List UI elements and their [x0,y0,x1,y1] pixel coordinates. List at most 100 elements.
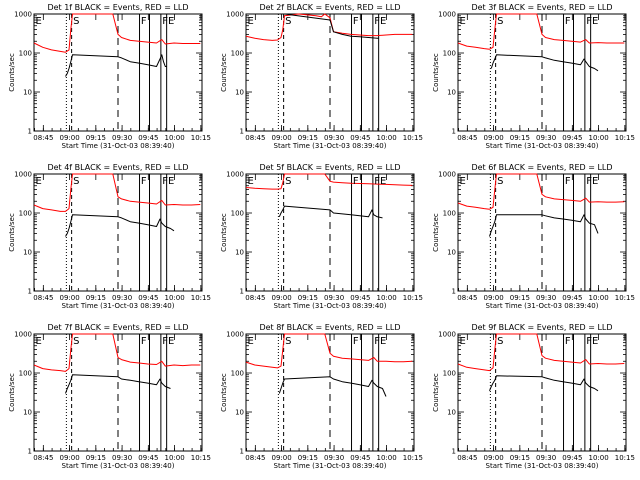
y-tick-label: 100 [19,210,32,218]
y-tick-label: 10 [447,249,456,257]
event-marker-label: E [380,16,386,27]
x-tick-label: 09:30 [112,294,132,302]
y-tick-label: 10 [447,409,456,417]
x-tick-label: 10:15 [615,134,635,142]
chart-panel: Det 9f BLACK = Events, RED = LLD 1 10 100 10… [432,323,635,470]
x-tick-label: 08:45 [33,454,53,462]
x-tick-label: 09:15 [510,454,530,462]
event-marker-label: E [168,16,174,27]
y-tick-label: 10 [23,89,32,97]
series-lld-line [33,173,201,212]
x-tick-label: 09:30 [536,454,556,462]
event-marker-label: S [285,16,291,27]
series-events-line [489,214,599,237]
event-marker-label: F [374,336,380,347]
event-marker-label: E [248,16,254,27]
x-tick-label: 08:45 [33,294,53,302]
y-tick-label: 100 [443,50,456,58]
y-tick-label: 1000 [226,331,244,339]
x-axis-label: Start Time (31-Oct-03 08:39:40) [486,302,599,310]
x-tick-label: 10:00 [376,294,396,302]
y-tick-label: 1 [452,448,456,456]
y-tick-label: 1 [240,448,244,456]
y-tick-label: 1000 [226,11,244,19]
event-marker-label: E [380,176,386,187]
event-marker-label: F [141,176,147,187]
series-events-line [278,205,383,219]
event-marker-label: F [353,176,359,187]
chart-title: Det 6f BLACK = Events, RED = LLD [471,163,612,172]
series-events-line [489,375,599,392]
x-tick-label: 09:15 [298,294,318,302]
event-marker-label: S [285,336,291,347]
y-tick-label: 100 [443,210,456,218]
y-tick-label: 10 [235,89,244,97]
event-marker-label: F [162,336,168,347]
x-tick-label: 08:45 [245,454,265,462]
y-tick-label: 1000 [438,331,456,339]
y-tick-label: 1000 [14,171,32,179]
event-marker-label: F [162,16,168,27]
x-tick-label: 09:15 [86,454,106,462]
event-marker-label: E [36,176,42,187]
x-tick-label: 09:45 [138,134,158,142]
event-marker-label: S [73,16,79,27]
x-tick-label: 09:45 [350,454,370,462]
event-marker-label: F [565,16,571,27]
event-marker-label: F [374,176,380,187]
x-tick-label: 09:15 [510,134,530,142]
series-events-line [65,54,167,77]
x-tick-label: 10:00 [164,134,184,142]
series-events-line [65,214,175,237]
chart-panel: Det 4f BLACK = Events, RED = LLD 1 10 100 10… [8,163,211,310]
event-marker-label: E [460,336,466,347]
event-marker-label: E [460,176,466,187]
x-tick-label: 09:30 [324,454,344,462]
y-tick-label: 100 [231,210,244,218]
x-tick-label: 09:45 [562,134,582,142]
y-axis-label: Counts/sec [432,213,440,252]
chart-panel: Det 3f BLACK = Events, RED = LLD 1 10 100 10… [432,3,635,150]
x-tick-label: 09:30 [324,294,344,302]
event-marker-label: F [353,16,359,27]
x-tick-label: 09:30 [324,134,344,142]
x-tick-label: 09:00 [483,454,503,462]
chart-panel: Det 7f BLACK = Events, RED = LLD 1 10 100 10… [8,323,211,470]
x-tick-label: 10:15 [191,294,211,302]
y-tick-label: 1000 [226,171,244,179]
event-marker-label: F [374,16,380,27]
y-tick-label: 1000 [438,171,456,179]
x-axis-label: Start Time (31-Oct-03 08:39:40) [486,462,599,470]
x-tick-label: 09:45 [350,134,370,142]
event-marker-label: E [248,336,254,347]
y-tick-label: 1000 [14,11,32,19]
chart-panel: Det 2f BLACK = Events, RED = LLD 1 10 100 10… [220,3,423,150]
y-tick-label: 1 [240,128,244,136]
x-tick-label: 09:00 [59,454,79,462]
event-marker-label: E [168,176,174,187]
event-marker-label: S [497,176,503,187]
series-lld-line [245,13,413,41]
y-tick-label: 100 [231,370,244,378]
event-marker-label: S [497,336,503,347]
series-lld-line [33,13,201,53]
y-tick-label: 1 [28,128,32,136]
x-tick-label: 09:15 [298,454,318,462]
x-tick-label: 09:30 [112,454,132,462]
x-axis-label: Start Time (31-Oct-03 08:39:40) [62,142,175,150]
event-marker-label: S [73,176,79,187]
x-tick-label: 10:00 [376,454,396,462]
x-tick-label: 10:15 [615,454,635,462]
series-lld-line [245,173,413,190]
event-marker-label: F [565,336,571,347]
x-tick-label: 09:15 [86,294,106,302]
x-tick-label: 10:00 [164,294,184,302]
x-tick-label: 09:00 [59,134,79,142]
event-marker-label: F [586,336,592,347]
chart-panel: Det 6f BLACK = Events, RED = LLD 1 10 100 10… [432,163,635,310]
event-marker-label: S [497,16,503,27]
event-marker-label: S [73,336,79,347]
x-tick-label: 08:45 [457,294,477,302]
x-axis-label: Start Time (31-Oct-03 08:39:40) [62,302,175,310]
